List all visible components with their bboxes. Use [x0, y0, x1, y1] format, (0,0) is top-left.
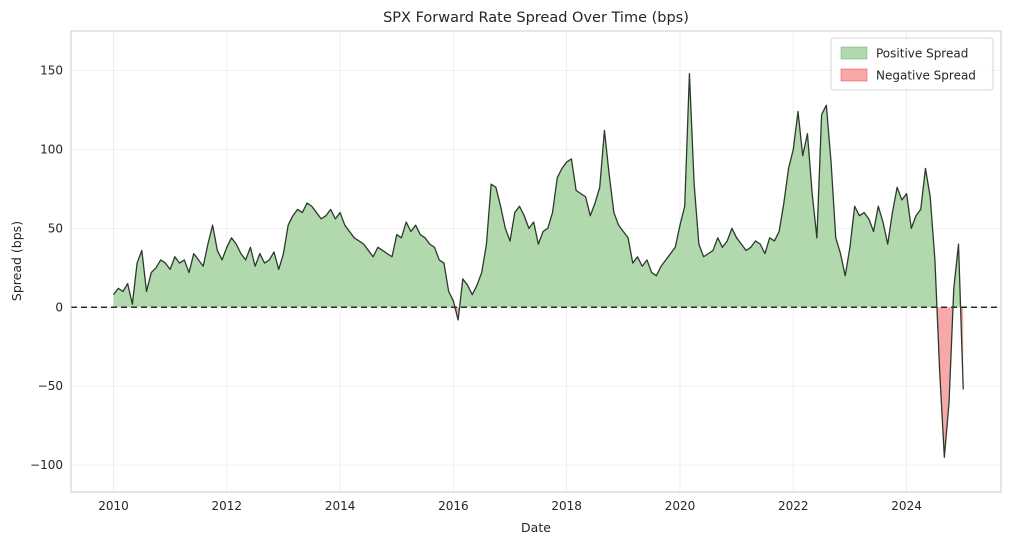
axes: 2010 2012 2014 2016 2018 2020 2022 2024 −100 −50 0… [30, 30, 1002, 513]
legend-swatch [840, 46, 868, 60]
positive-spread-area [113, 73, 964, 308]
y-tick-label: 50 [48, 221, 63, 235]
spread-line [112, 72, 964, 458]
x-tick-label: 2012 [212, 499, 243, 513]
y-tick-label: 100 [40, 142, 63, 156]
y-tick-label: 150 [40, 63, 63, 77]
legend-box [830, 37, 994, 91]
x-tick-label: 2018 [551, 499, 582, 513]
legend-swatch [840, 68, 868, 82]
x-tick-label: 2016 [438, 499, 469, 513]
legend: Positive Spread Negative Spread [830, 37, 994, 91]
y-tick-label: −50 [38, 379, 63, 393]
plot-area [71, 72, 1001, 458]
plot-frame [70, 30, 1002, 493]
y-tick-label: 0 [55, 300, 63, 314]
legend-label: Positive Spread [876, 47, 968, 61]
y-axis-label: Spread (bps) [9, 221, 24, 301]
chart-title: SPX Forward Rate Spread Over Time (bps) [383, 10, 689, 26]
x-tick-label: 2024 [891, 499, 922, 513]
x-axis-label: Date [521, 520, 551, 535]
x-tick-label: 2020 [665, 499, 696, 513]
x-tick-label: 2022 [778, 499, 809, 513]
y-tick-label: −100 [30, 458, 63, 472]
x-tick-label: 2014 [325, 499, 356, 513]
x-tick-label: 2010 [98, 499, 129, 513]
legend-label: Negative Spread [876, 69, 976, 83]
